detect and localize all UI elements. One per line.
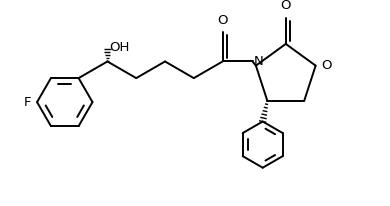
Text: OH: OH — [109, 41, 129, 54]
Text: O: O — [280, 0, 291, 12]
Text: O: O — [322, 59, 332, 72]
Text: O: O — [217, 14, 228, 27]
Text: F: F — [24, 96, 32, 109]
Text: N: N — [254, 55, 264, 68]
